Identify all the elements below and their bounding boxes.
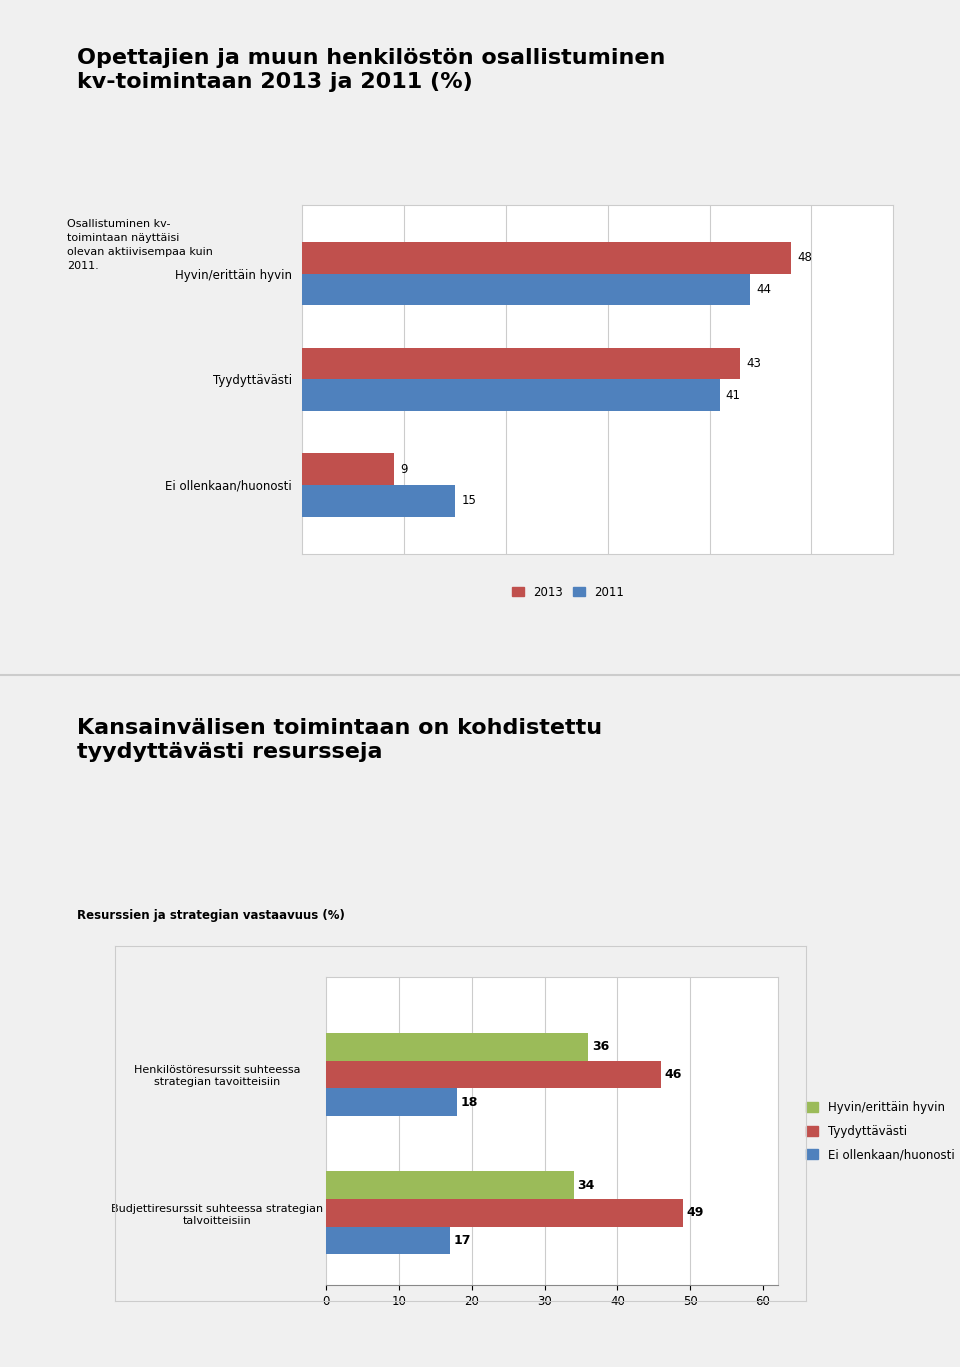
Legend: 2013, 2011: 2013, 2011	[508, 581, 629, 603]
Text: 48: 48	[797, 252, 812, 264]
Text: 36: 36	[592, 1040, 610, 1053]
Bar	[326, 1199, 683, 1226]
Bar	[302, 347, 740, 379]
Text: 44: 44	[756, 283, 772, 297]
Bar	[326, 1033, 588, 1061]
Bar	[302, 242, 791, 273]
Text: 43: 43	[746, 357, 761, 370]
Text: 41: 41	[726, 388, 741, 402]
Bar	[302, 454, 394, 485]
Text: Resurssien ja strategian vastaavuus (%): Resurssien ja strategian vastaavuus (%)	[77, 909, 345, 923]
Legend: Hyvin/erittäin hyvin, Tyydyttävästi, Ei ollenkaan/huonosti: Hyvin/erittäin hyvin, Tyydyttävästi, Ei …	[802, 1096, 959, 1166]
Text: 9: 9	[400, 462, 408, 476]
Bar	[326, 1172, 574, 1199]
Text: 49: 49	[686, 1207, 704, 1219]
Bar	[326, 1088, 457, 1115]
Text: Opettajien ja muun henkilöstön osallistuminen
kv-toimintaan 2013 ja 2011 (%): Opettajien ja muun henkilöstön osallistu…	[77, 48, 665, 92]
Bar	[302, 379, 720, 411]
Text: 15: 15	[461, 495, 476, 507]
Text: Osallistuminen kv-
toimintaan näyttäisi
olevan aktiivisempaa kuin
2011.: Osallistuminen kv- toimintaan näyttäisi …	[67, 219, 213, 271]
Text: 17: 17	[454, 1234, 471, 1247]
Bar	[302, 485, 455, 517]
Text: 18: 18	[461, 1095, 478, 1109]
Text: 34: 34	[578, 1178, 595, 1192]
Text: Kansainvälisen toimintaan on kohdistettu
tyydyttävästi resursseja: Kansainvälisen toimintaan on kohdistettu…	[77, 718, 602, 761]
Bar	[326, 1226, 450, 1255]
Text: 46: 46	[664, 1068, 683, 1081]
Bar	[326, 1061, 661, 1088]
Bar	[302, 273, 751, 305]
